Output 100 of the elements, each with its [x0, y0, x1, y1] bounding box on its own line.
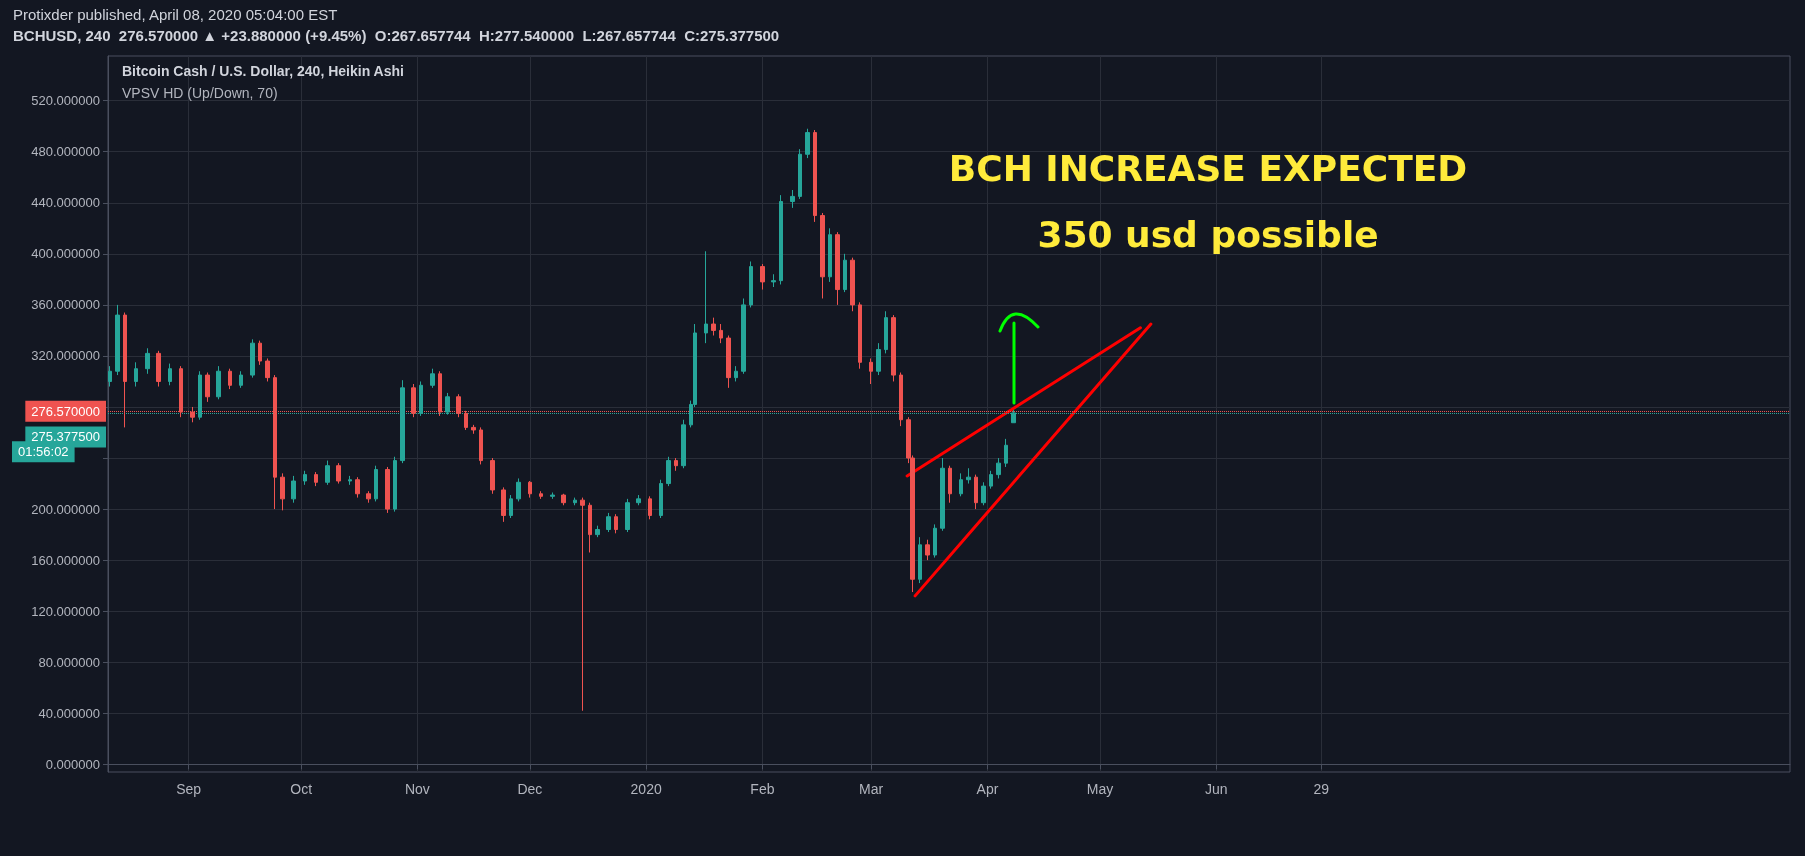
- candlestick: [134, 361, 138, 388]
- candlestick: [625, 498, 630, 533]
- candlestick: [891, 314, 896, 382]
- y-tick-label: 480.000000: [31, 144, 100, 160]
- x-tick-label: May: [1086, 781, 1114, 797]
- ref-line-label: 276.570000: [31, 403, 100, 419]
- y-tick-label: 200.000000: [31, 501, 100, 517]
- candlestick: [884, 310, 888, 354]
- candlestick: [771, 273, 776, 288]
- candlestick: [258, 340, 262, 366]
- x-tick-label: Dec: [517, 781, 543, 797]
- candlestick: [314, 471, 318, 487]
- candlestick: [760, 263, 765, 291]
- candlestick: [704, 250, 708, 344]
- candlestick: [959, 472, 963, 497]
- candlestick: [205, 372, 210, 403]
- candlestick: [948, 465, 952, 504]
- candlestick: [374, 465, 378, 502]
- candlestick: [580, 497, 585, 712]
- candlestick: [933, 523, 937, 559]
- candlestick: [168, 363, 172, 386]
- candlestick: [940, 457, 945, 532]
- y-tick-label: 160.000000: [31, 552, 100, 568]
- candlestick: [876, 342, 881, 376]
- candlestick: [869, 357, 873, 385]
- candlestick: [490, 457, 495, 495]
- candlestick: [674, 457, 678, 472]
- candlestick: [430, 368, 435, 389]
- candlestick: [550, 491, 555, 500]
- candlestick: [539, 490, 543, 500]
- candlestick: [265, 357, 270, 382]
- candlestick: [471, 424, 476, 435]
- x-tick-label: Oct: [290, 781, 313, 797]
- ref-line-label: 275.377500: [31, 429, 100, 445]
- candlestick: [813, 129, 817, 223]
- candlestick: [115, 304, 120, 376]
- y-tick-label: 120.000000: [31, 603, 100, 619]
- candlestick: [659, 479, 663, 519]
- y-tick-label: 0.000000: [45, 756, 100, 772]
- candlestick: [726, 335, 731, 389]
- candlestick: [741, 298, 746, 375]
- candlestick: [228, 368, 232, 390]
- candlestick: [749, 260, 753, 308]
- candlestick: [588, 502, 592, 553]
- candlestick: [366, 490, 371, 504]
- x-tick-label: Feb: [750, 781, 775, 797]
- candlestick: [925, 539, 930, 561]
- candlestick: [355, 476, 360, 499]
- candlestick: [989, 470, 993, 490]
- candlestick: [145, 347, 150, 375]
- y-tick-label: 400.000000: [31, 246, 100, 262]
- candlestick: [325, 460, 330, 486]
- candlestick: [1004, 438, 1008, 468]
- candlestick: [996, 457, 1001, 479]
- candlestick: [798, 148, 802, 200]
- x-tick-label: Nov: [404, 781, 430, 797]
- x-tick-label: 29: [1313, 781, 1330, 797]
- annotation: VPSV HD (Up/Down, 70): [122, 85, 278, 101]
- candlestick: [479, 426, 483, 465]
- candlestick: [239, 370, 243, 389]
- candlestick: [108, 365, 112, 388]
- y-tick-label: 440.000000: [31, 195, 100, 211]
- x-tick-label: 2020: [630, 781, 662, 797]
- candlestick: [516, 477, 521, 502]
- candlestick: [561, 493, 566, 506]
- candlestick: [303, 470, 307, 486]
- candlestick: [528, 480, 532, 499]
- candlestick: [291, 475, 296, 504]
- candlestick: [636, 494, 641, 506]
- candlestick: [606, 512, 611, 533]
- annotation: 350 usd possible: [1037, 213, 1379, 255]
- candlestick: [509, 494, 513, 519]
- y-tick-label: 320.000000: [31, 348, 100, 364]
- chart-subtitle: BCHUSD, 240 276.570000 ▲ +23.880000 (+9.45%) O:267.657744 H:277.540000 L:267.657744 C:275.377500: [13, 27, 780, 44]
- candlestick: [966, 467, 971, 485]
- candlestick: [666, 456, 671, 487]
- chart-title: Protixder published, April 08, 2020 05:04:00 EST: [13, 6, 338, 23]
- x-tick-label: Sep: [176, 781, 202, 797]
- y-tick-label: 520.000000: [31, 93, 100, 109]
- candlestick: [595, 525, 600, 538]
- y-tick-label: 360.000000: [31, 297, 100, 313]
- candlestick: [385, 466, 390, 514]
- candlestick: [614, 513, 618, 534]
- candlestick: [393, 456, 397, 513]
- candlestick: [805, 128, 810, 159]
- y-tick-label: 40.000000: [38, 705, 100, 721]
- x-tick-label: Mar: [859, 781, 884, 797]
- candlestick: [828, 227, 832, 283]
- candlestick: [681, 419, 686, 469]
- annotation: Bitcoin Cash / U.S. Dollar, 240, Heikin Ashi: [122, 63, 404, 79]
- candlestick: [820, 212, 825, 299]
- candlestick: [843, 253, 847, 293]
- candlestick: [790, 189, 795, 209]
- candlestick: [734, 365, 738, 382]
- candlestick: [216, 365, 221, 400]
- candlestick: [974, 474, 978, 510]
- y-tick-label: 80.000000: [38, 654, 100, 670]
- candlestick: [835, 231, 840, 306]
- candlestick: [501, 486, 506, 523]
- candlestick: [348, 475, 352, 486]
